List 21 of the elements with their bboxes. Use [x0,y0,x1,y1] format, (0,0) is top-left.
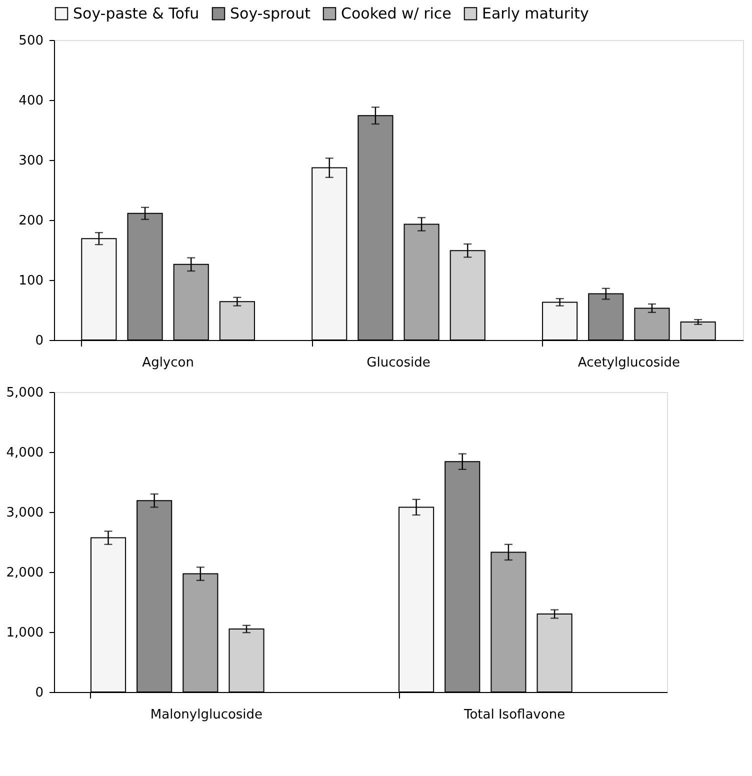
x-tick-label: Aglycon [142,356,194,370]
y-tick-label: 4,000 [6,446,44,460]
x-tick-label: Glucoside [366,356,430,370]
y-tick-label: 3,000 [6,506,44,520]
y-tick-label: 200 [18,214,44,228]
x-tick-label: Malonylglucoside [150,708,263,722]
y-tick-label: 0 [35,686,44,700]
y-tick-label: 0 [35,334,44,348]
y-tick-label: 400 [18,94,44,108]
legend-label: Soy-sprout [230,4,311,23]
x-tick-label: Acetylglucoside [578,356,680,370]
legend-label: Soy-paste & Tofu [73,4,200,23]
y-tick-label: 500 [18,34,44,48]
y-tick-label: 300 [18,154,44,168]
y-tick-label: 100 [18,274,44,288]
legend-label: Early maturity [482,4,590,23]
y-tick-label: 1,000 [6,626,44,640]
y-tick-label: 5,000 [6,386,44,400]
y-tick-label: 2,000 [6,566,44,580]
x-tick-label: Total Isoflavone [462,708,566,722]
legend-label: Cooked w/ rice [341,4,452,23]
